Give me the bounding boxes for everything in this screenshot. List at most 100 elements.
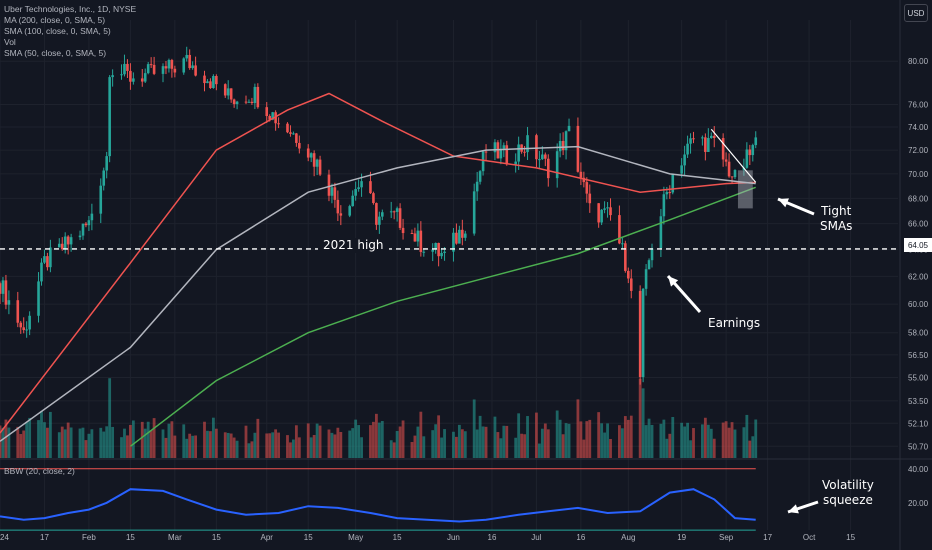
y-tick-label: 60.00: [908, 300, 929, 309]
y-tick-label: 62.00: [908, 272, 929, 281]
candle-body: [410, 233, 414, 235]
candle-body: [561, 140, 565, 151]
candle-body: [398, 208, 402, 228]
candle-body: [229, 88, 233, 100]
volume-bar: [99, 427, 103, 458]
volume-bar: [111, 426, 115, 458]
candle-body: [686, 143, 689, 155]
y-tick-label: 66.00: [908, 220, 929, 229]
candle-body: [215, 76, 218, 85]
volume-bar: [600, 423, 604, 458]
candle-body: [576, 125, 580, 172]
volume-bar: [751, 436, 755, 458]
candle-body: [78, 235, 82, 238]
candle-body: [354, 189, 357, 196]
volume-bar: [623, 416, 627, 458]
volume-bar: [126, 435, 129, 458]
bbw-legend[interactable]: BBW (20, close, 2): [4, 466, 75, 476]
volume-bar: [659, 423, 663, 458]
volume-bar: [416, 426, 420, 458]
candle-body: [43, 256, 46, 263]
x-tick-label: Mar: [168, 533, 182, 542]
candle-body: [330, 187, 334, 196]
x-tick-label: Apr: [261, 533, 274, 542]
x-tick-label: Aug: [621, 533, 635, 542]
ma200-legend[interactable]: MA (200, close, 0, SMA, 5): [4, 15, 106, 25]
candle-body: [232, 99, 236, 105]
volume-bar: [647, 418, 651, 458]
volume-bar: [286, 435, 289, 458]
candle-body: [600, 209, 603, 223]
volume-bar: [374, 413, 378, 458]
sma50-legend[interactable]: SMA (50, close, 0, SMA, 5): [4, 48, 107, 58]
candle-body: [286, 123, 289, 133]
candle-body: [395, 208, 399, 212]
candle-body: [644, 269, 648, 289]
candle-body: [558, 140, 562, 152]
candle-body: [277, 123, 280, 125]
symbol-title[interactable]: Uber Technologies, Inc., 1D, NYSE: [4, 4, 137, 14]
candle-body: [357, 187, 360, 190]
candle-body: [126, 63, 129, 71]
candle-body: [597, 203, 600, 223]
volume-bar: [526, 416, 529, 458]
volume-bar: [161, 429, 165, 458]
volume-bar: [43, 422, 46, 458]
volume-bar: [733, 429, 737, 458]
volume-bar: [638, 378, 642, 458]
candle-body: [514, 161, 517, 165]
candle-body: [754, 137, 758, 146]
candle-body: [185, 54, 189, 59]
volume-bar: [306, 423, 310, 458]
candle-body: [105, 156, 108, 171]
candle-body: [481, 151, 485, 172]
candle-body: [244, 101, 248, 103]
candle-body: [683, 154, 686, 166]
candle-body: [733, 170, 737, 178]
volume-bar: [422, 436, 426, 458]
volume-bar: [724, 421, 728, 458]
volume-bar: [152, 418, 156, 458]
currency-button[interactable]: USD: [904, 4, 928, 22]
tight-sma-box: [737, 170, 753, 209]
volume-bar: [662, 419, 666, 458]
candle-body: [618, 215, 621, 244]
candle-body: [440, 253, 443, 257]
vol-legend[interactable]: Vol: [4, 37, 16, 47]
volume-bar: [457, 424, 461, 458]
volume-bar: [105, 426, 109, 458]
volume-bar: [102, 431, 106, 458]
volume-bar: [499, 438, 503, 458]
candle-body: [253, 86, 257, 104]
ma200-line: [129, 186, 756, 447]
volume-bar: [46, 427, 49, 458]
volume-bar: [650, 424, 654, 458]
volume-bar: [0, 425, 2, 458]
volume-bar: [203, 421, 206, 458]
candle-body: [235, 101, 239, 105]
volume-bar: [709, 428, 713, 458]
candle-body: [712, 135, 716, 138]
candle-body: [16, 300, 20, 323]
volume-bar: [170, 421, 174, 458]
candle-body: [306, 148, 310, 158]
candle-body: [188, 54, 191, 69]
candle-body: [206, 81, 209, 84]
volume-bar: [597, 412, 601, 458]
volume-bar: [274, 429, 278, 458]
candle-body: [212, 76, 215, 89]
volume-bar: [564, 423, 568, 458]
volume-bar: [232, 437, 236, 458]
volume-bar: [188, 433, 192, 458]
candle-body: [721, 137, 725, 160]
volume-bar: [742, 427, 746, 458]
x-tick-label: 19: [677, 533, 686, 542]
volume-bar: [700, 424, 704, 458]
candle-body: [452, 232, 455, 252]
candle-body: [606, 207, 609, 209]
candle-body: [372, 193, 375, 204]
x-tick-label: 16: [576, 533, 585, 542]
sma100-legend[interactable]: SMA (100, close, 0, SMA, 5): [4, 26, 111, 36]
candle-body: [63, 236, 67, 250]
candle-body: [751, 145, 755, 156]
